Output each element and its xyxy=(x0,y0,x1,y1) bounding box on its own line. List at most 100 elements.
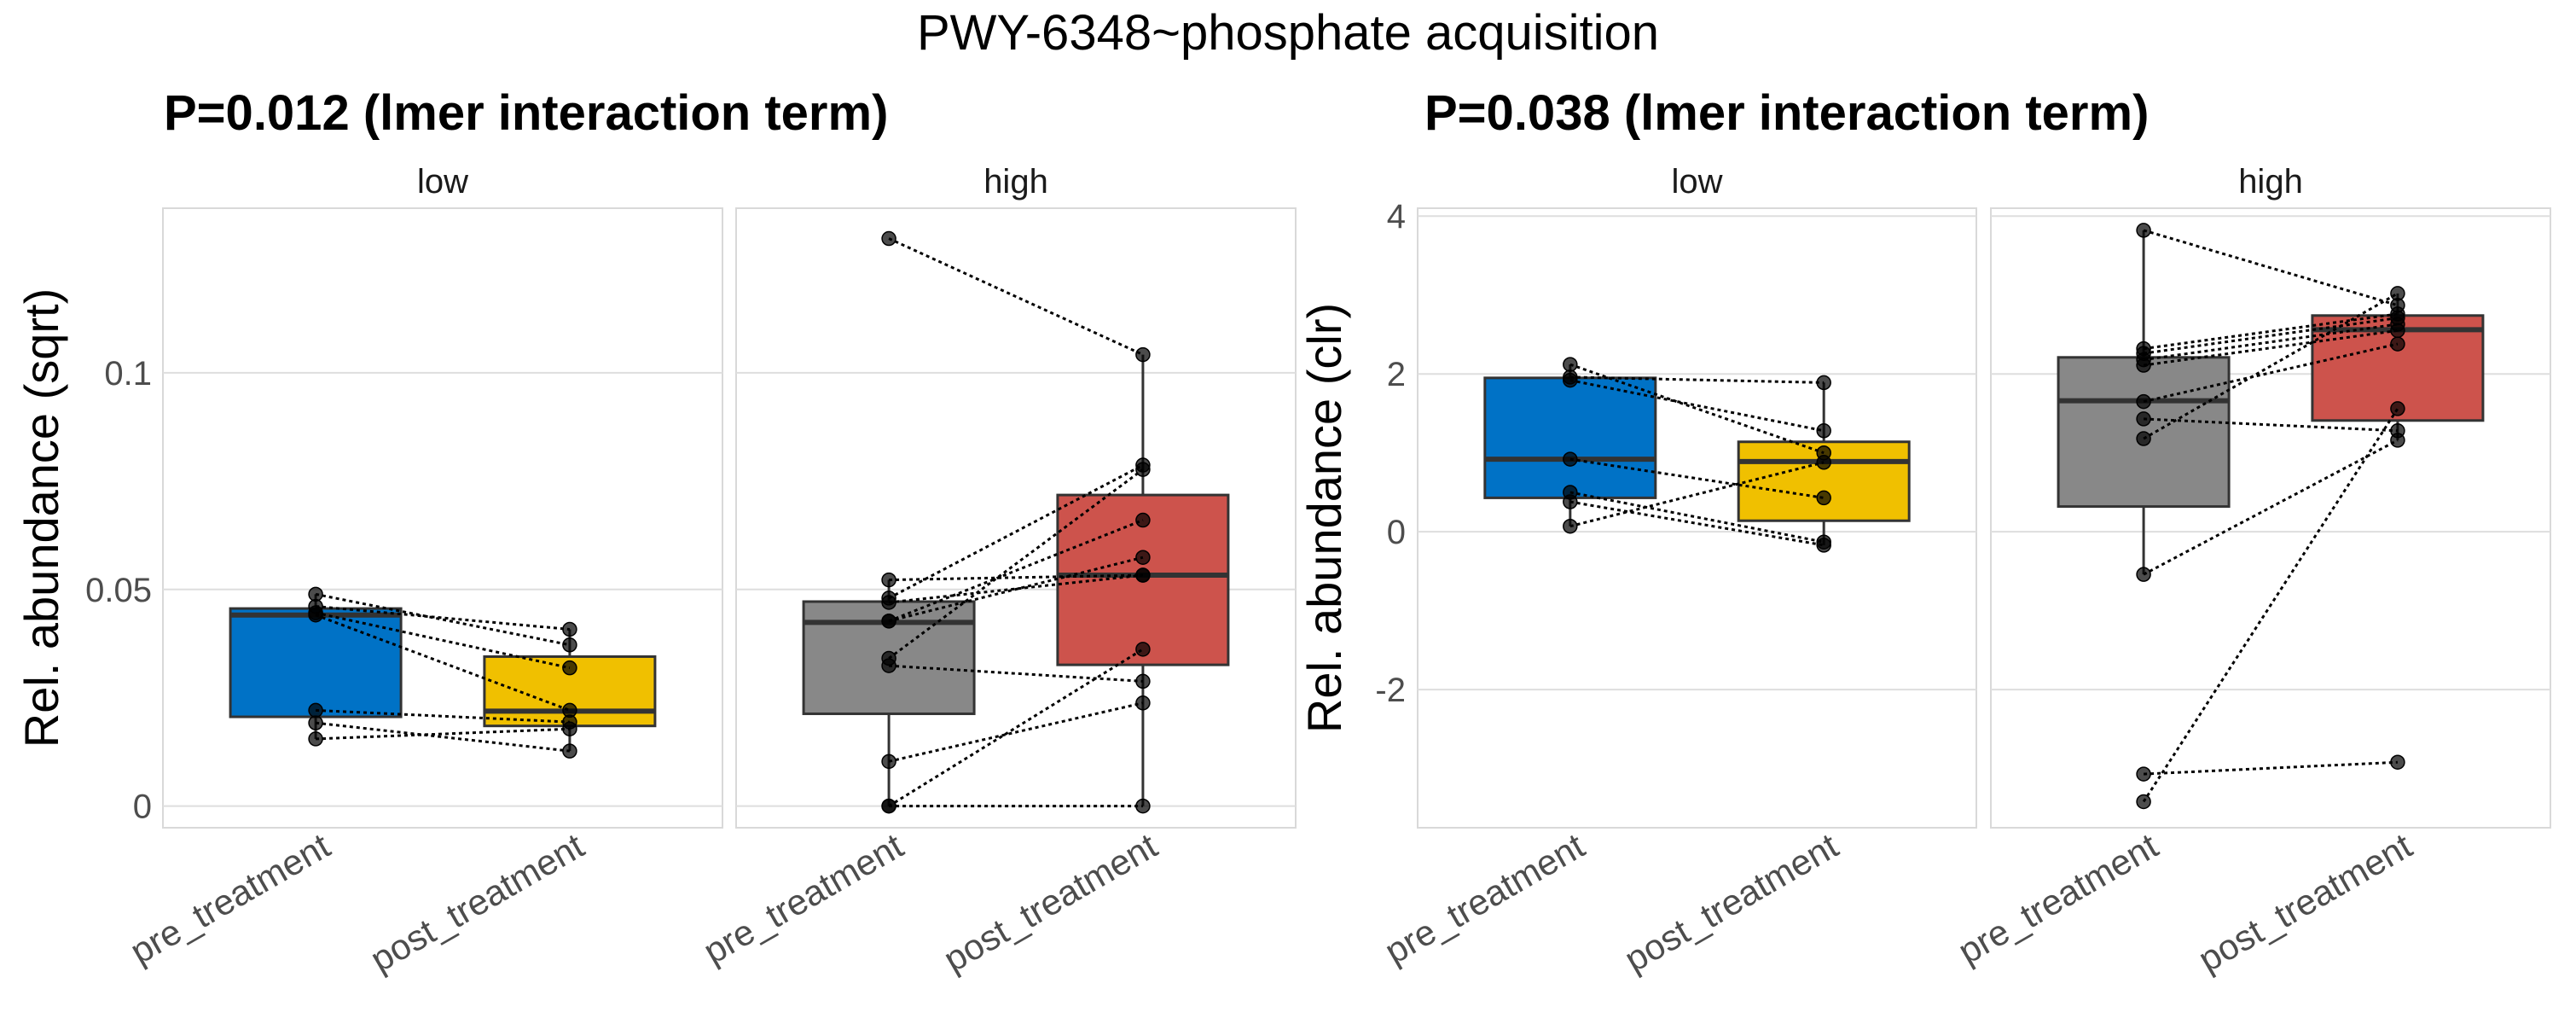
paired-line xyxy=(2143,439,2399,576)
data-point xyxy=(1563,372,1578,388)
data-point xyxy=(562,743,577,759)
data-point xyxy=(881,614,896,629)
paired-line xyxy=(1569,379,1825,433)
data-point xyxy=(2136,431,2151,446)
paired-line xyxy=(2142,408,2399,803)
paired-line xyxy=(316,727,570,741)
data-point xyxy=(1135,798,1151,814)
y-tick-label: 4 xyxy=(1387,198,1406,236)
data-point xyxy=(1563,518,1578,534)
facet-strip-label: low xyxy=(417,163,468,201)
x-tick-label: pre_treatment xyxy=(1378,825,1591,972)
paired-line xyxy=(1569,491,1825,544)
paired-line xyxy=(888,664,1144,683)
data-point xyxy=(2136,766,2151,782)
facet-strip-label: high xyxy=(2238,163,2303,201)
data-point xyxy=(1135,642,1151,657)
data-point xyxy=(1563,494,1578,509)
data-point xyxy=(1563,357,1578,372)
facet-strip-label: low xyxy=(1671,163,1722,201)
y-axis-label: Rel. abundance (clr) xyxy=(1297,303,1351,733)
paired-line xyxy=(315,614,571,712)
data-point xyxy=(1135,346,1151,363)
figure-title: PWY-6348~phosphate acquisition xyxy=(917,5,1659,61)
panel-border xyxy=(162,207,723,829)
paired-line xyxy=(888,468,1144,660)
data-point xyxy=(881,753,896,770)
data-point xyxy=(2136,393,2151,410)
paired-line xyxy=(2143,312,2399,351)
data-point xyxy=(1135,512,1151,528)
data-point xyxy=(2136,794,2151,810)
paired-line xyxy=(315,592,571,647)
data-point xyxy=(1135,673,1151,689)
data-point xyxy=(2390,286,2405,301)
data-point xyxy=(2136,567,2151,582)
facet-high: high pre_treatment post_treatment xyxy=(697,163,1297,980)
data-point xyxy=(2390,336,2405,352)
paired-line xyxy=(888,519,1144,623)
paired-line xyxy=(888,237,1144,356)
paired-line xyxy=(1569,457,1825,499)
data-point xyxy=(881,798,896,814)
data-point xyxy=(2390,754,2405,770)
paired-line xyxy=(889,573,1143,582)
facet-strip-label: high xyxy=(983,163,1048,201)
data-point xyxy=(2136,411,2151,427)
paired-line xyxy=(888,556,1144,623)
x-tick-label: post_treatment xyxy=(2191,825,2418,980)
facet-high: high pre_treatment post_treatment xyxy=(1952,163,2551,980)
data-point xyxy=(562,621,577,637)
y-tick-label: 0.05 xyxy=(85,572,152,609)
data-point xyxy=(2136,358,2151,373)
box xyxy=(1483,376,1657,499)
paired-line xyxy=(315,611,571,670)
y-tick-label: 2 xyxy=(1387,356,1406,393)
data-point xyxy=(1135,462,1151,477)
paired-line xyxy=(888,648,1144,807)
data-point xyxy=(1135,567,1151,583)
data-point xyxy=(1816,490,1831,506)
data-point xyxy=(1135,695,1151,711)
data-point xyxy=(881,572,896,588)
paired-line xyxy=(888,463,1144,600)
paired-line xyxy=(888,701,1144,763)
box xyxy=(229,607,403,719)
data-point xyxy=(1816,375,1831,391)
y-axis-label: Rel. abundance (sqrt) xyxy=(15,288,68,748)
facet-low: low pre_treatment post_treatment xyxy=(1378,163,1977,980)
data-point xyxy=(308,702,323,719)
data-point xyxy=(2390,433,2405,448)
data-point xyxy=(308,715,323,730)
paired-line xyxy=(315,721,571,753)
data-point xyxy=(1816,423,1831,439)
paired-line xyxy=(316,708,570,724)
data-point xyxy=(562,721,577,736)
x-tick-label: post_treatment xyxy=(363,825,590,980)
data-point xyxy=(1135,550,1151,565)
x-tick-label: pre_treatment xyxy=(124,825,337,972)
data-point xyxy=(2390,401,2405,416)
data-point xyxy=(1563,451,1578,467)
plot-subtitle: P=0.012 (lmer interaction term) xyxy=(164,85,888,141)
y-tick-label: 0 xyxy=(133,788,152,826)
data-point xyxy=(2136,223,2151,238)
y-tick-label: 0.1 xyxy=(104,355,152,393)
paired-line xyxy=(2143,342,2399,404)
data-point xyxy=(2390,323,2405,339)
data-point xyxy=(881,658,896,673)
data-point xyxy=(1816,455,1831,470)
panel-border xyxy=(1990,207,2551,829)
data-point xyxy=(881,595,896,610)
data-point xyxy=(881,230,896,247)
data-point xyxy=(308,731,323,747)
paired-line xyxy=(888,573,1144,604)
x-tick-label: post_treatment xyxy=(937,825,1163,980)
paired-line xyxy=(2143,292,2399,440)
paired-line xyxy=(2143,329,2399,367)
paired-line xyxy=(2144,417,2398,433)
x-tick-label: post_treatment xyxy=(1618,825,1845,980)
paired-line xyxy=(2143,229,2399,307)
paired-line xyxy=(315,605,571,631)
data-point xyxy=(1816,538,1831,553)
